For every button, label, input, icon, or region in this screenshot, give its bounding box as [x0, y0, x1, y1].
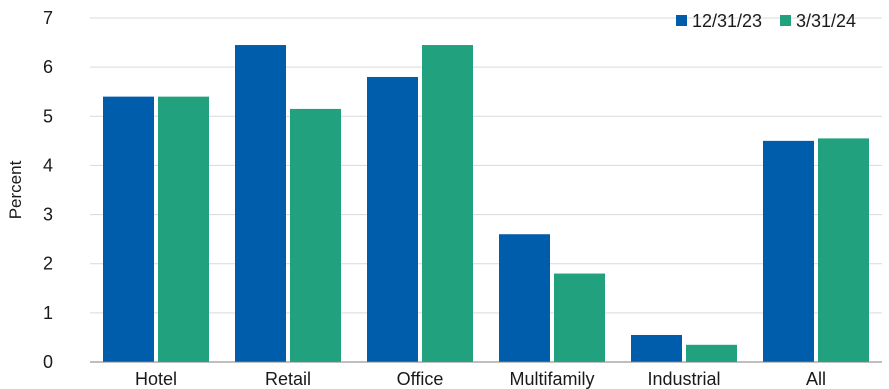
bar-all-series-1: [763, 140, 814, 362]
bar-industrial-series-2: [686, 344, 737, 362]
x-category-label: Retail: [265, 369, 311, 389]
bar-hotel-series-2: [158, 96, 209, 362]
y-axis-title: Percent: [6, 160, 25, 219]
y-tick-label: 1: [43, 303, 53, 323]
x-category-label: Industrial: [647, 369, 720, 389]
y-tick-label: 7: [43, 8, 53, 28]
x-category-label: Multifamily: [509, 369, 594, 389]
x-category-label: All: [806, 369, 826, 389]
y-tick-label: 6: [43, 57, 53, 77]
bar-hotel-series-1: [103, 96, 154, 362]
bar-multifamily-series-2: [554, 273, 605, 362]
legend-label: 3/31/24: [796, 11, 856, 31]
legend: 12/31/23 3/31/24: [676, 11, 856, 31]
x-category-label: Office: [397, 369, 444, 389]
y-tick-label: 3: [43, 205, 53, 225]
bars: [103, 45, 869, 363]
bar-retail-series-1: [235, 45, 286, 363]
bar-industrial-series-1: [631, 334, 682, 362]
bar-office-series-2: [422, 45, 473, 363]
x-category-label: Hotel: [135, 369, 177, 389]
y-tick-label: 0: [43, 352, 53, 372]
y-tick-label: 5: [43, 106, 53, 126]
legend-label: 12/31/23: [692, 11, 762, 31]
bar-multifamily-series-1: [499, 234, 550, 362]
x-axis-categories: Hotel Retail Office Multifamily Industrial Al…: [135, 369, 826, 389]
bar-all-series-2: [818, 138, 869, 362]
y-tick-label: 4: [43, 155, 53, 175]
y-tick-label: 2: [43, 254, 53, 274]
bar-office-series-1: [367, 76, 418, 362]
y-axis-ticks: 0 1 2 3 4 5 6 7: [43, 8, 53, 372]
legend-swatch: [676, 15, 687, 26]
gridlines: [90, 17, 882, 314]
legend-swatch: [780, 15, 791, 26]
bar-retail-series-2: [290, 108, 341, 363]
